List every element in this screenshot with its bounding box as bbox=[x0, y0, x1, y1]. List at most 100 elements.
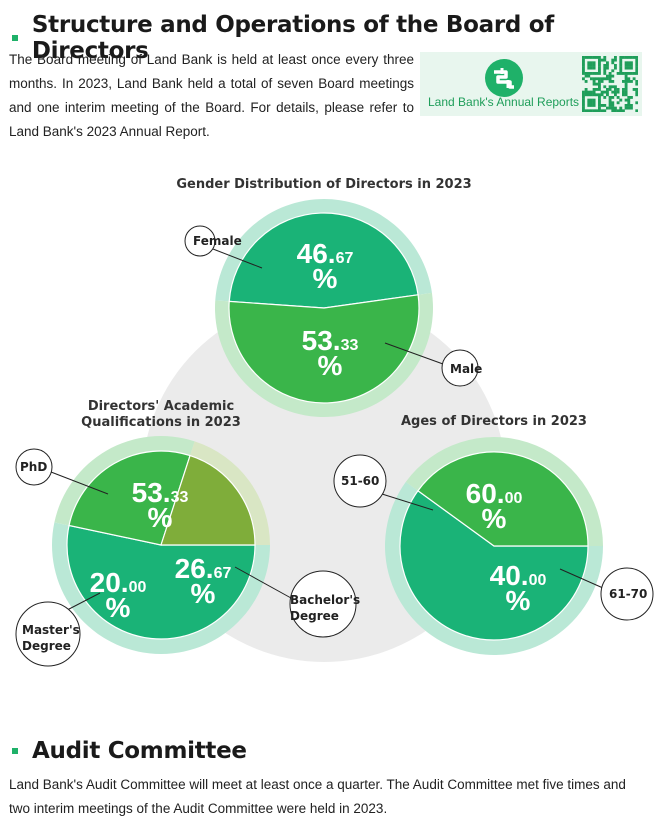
qr-module bbox=[598, 85, 601, 89]
qr-module bbox=[630, 106, 633, 110]
qr-module bbox=[624, 56, 628, 59]
qr-module bbox=[598, 109, 601, 112]
qr-module bbox=[582, 90, 585, 94]
callout-circle bbox=[441, 349, 479, 387]
board-intro-paragraph: The Board meeting of Land Bank is held a… bbox=[9, 52, 414, 139]
qr-module bbox=[595, 56, 599, 59]
qr-module bbox=[584, 56, 588, 59]
qr-module bbox=[592, 88, 596, 91]
qr-module bbox=[582, 109, 585, 112]
percent-sign: % bbox=[482, 503, 507, 534]
qr-module bbox=[590, 90, 593, 94]
qr-module bbox=[627, 64, 631, 67]
slice-label: 51-60 bbox=[341, 474, 379, 488]
pie-slice-master-s-degree bbox=[160, 454, 256, 546]
qr-module bbox=[624, 80, 628, 83]
data-label: 60.00 bbox=[466, 478, 523, 509]
qr-module bbox=[624, 72, 628, 75]
qr-module bbox=[616, 96, 620, 99]
qr-module bbox=[614, 66, 617, 70]
qr-module bbox=[611, 74, 615, 78]
pie-slice-male bbox=[228, 294, 420, 404]
heading-bullet bbox=[12, 748, 18, 754]
qr-module bbox=[608, 104, 612, 107]
slice-label: PhD bbox=[20, 460, 47, 474]
qr-module bbox=[603, 77, 607, 81]
qr-code-icon[interactable] bbox=[582, 56, 638, 112]
qr-module bbox=[627, 72, 631, 75]
qr-module bbox=[598, 101, 601, 105]
qr-module bbox=[598, 72, 601, 75]
qr-module bbox=[611, 101, 615, 105]
section-heading-audit: Audit Committee bbox=[12, 738, 247, 764]
qr-module bbox=[606, 74, 609, 78]
qr-module bbox=[630, 80, 633, 83]
qr-module bbox=[592, 56, 596, 59]
qr-module bbox=[598, 64, 601, 67]
percent-sign: % bbox=[148, 502, 173, 533]
qr-module bbox=[587, 56, 591, 59]
percent-sign: % bbox=[506, 585, 531, 616]
qr-module bbox=[606, 66, 609, 70]
qr-module bbox=[622, 80, 625, 83]
qr-module bbox=[590, 64, 593, 67]
qr-module bbox=[606, 93, 609, 97]
qr-module bbox=[584, 109, 588, 112]
qr-module bbox=[627, 106, 631, 110]
qr-module bbox=[582, 66, 585, 70]
qr-module bbox=[582, 72, 585, 75]
qr-module bbox=[603, 56, 607, 59]
qr-module bbox=[624, 106, 628, 110]
qr-module bbox=[616, 72, 620, 75]
pie-slice-bachelor-s-degree bbox=[68, 450, 191, 546]
qr-module bbox=[592, 72, 596, 75]
qr-module bbox=[598, 106, 601, 110]
qr-module bbox=[614, 106, 617, 110]
qr-module bbox=[590, 77, 593, 81]
qr-module bbox=[608, 74, 612, 78]
qr-module bbox=[608, 77, 612, 81]
qr-module bbox=[635, 109, 638, 112]
qr-module bbox=[590, 101, 593, 105]
qr-module bbox=[595, 88, 599, 91]
qr-module bbox=[595, 82, 599, 86]
qr-module bbox=[622, 109, 625, 112]
qr-module bbox=[600, 77, 604, 81]
data-label: 20.00 bbox=[90, 567, 147, 598]
qr-module bbox=[603, 104, 607, 107]
qr-module bbox=[598, 77, 601, 81]
qr-module bbox=[592, 104, 596, 107]
qr-module bbox=[606, 88, 609, 91]
qr-module bbox=[587, 98, 591, 102]
section-title-audit: Audit Committee bbox=[32, 738, 247, 764]
qr-module bbox=[635, 72, 638, 75]
qr-module bbox=[584, 72, 588, 75]
qr-module bbox=[603, 58, 607, 62]
qr-module bbox=[592, 101, 596, 105]
qr-module bbox=[635, 88, 638, 91]
qr-module bbox=[590, 61, 593, 65]
qr-module bbox=[587, 109, 591, 112]
qr-module bbox=[608, 98, 612, 102]
qr-module bbox=[600, 58, 604, 62]
qr-module bbox=[632, 56, 636, 59]
qr-module bbox=[619, 98, 623, 102]
qr-module bbox=[627, 77, 631, 81]
qr-module bbox=[608, 106, 612, 110]
qr-module bbox=[587, 66, 591, 70]
callout-circle bbox=[15, 601, 81, 667]
qr-module bbox=[582, 69, 585, 73]
qr-module bbox=[603, 109, 607, 112]
qr-module bbox=[619, 61, 623, 65]
qr-module bbox=[603, 90, 607, 94]
qr-module bbox=[630, 104, 633, 107]
qr-module bbox=[608, 101, 612, 105]
qr-module bbox=[608, 85, 612, 89]
qr-module bbox=[587, 101, 591, 105]
land-bank-logo-icon bbox=[485, 59, 523, 97]
qr-module bbox=[592, 66, 596, 70]
annual-report-promo[interactable]: Land Bank's Annual Reports bbox=[420, 52, 642, 116]
qr-module bbox=[584, 88, 588, 91]
qr-module bbox=[624, 64, 628, 67]
qr-module bbox=[592, 109, 596, 112]
